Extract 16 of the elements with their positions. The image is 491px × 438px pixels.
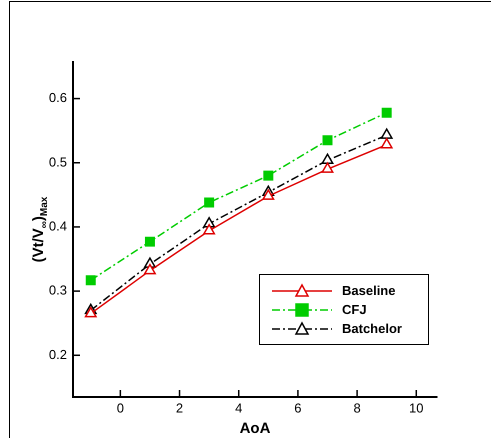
x-tick-label: 4 <box>235 400 242 416</box>
legend-label: Baseline <box>342 283 396 298</box>
legend-label: Batchelor <box>342 321 402 336</box>
y-tick-label: 0.2 <box>48 346 67 362</box>
x-axis-title: AoA <box>240 420 271 438</box>
y-tick-label: 0.5 <box>48 154 67 170</box>
legend-label: CFJ <box>342 302 367 317</box>
x-tick-label: 0 <box>116 400 124 416</box>
x-tick-label: 2 <box>176 400 184 416</box>
y-axis-title: (Vt/V∞)Max <box>30 196 50 262</box>
y-tick-label: 0.6 <box>48 90 67 106</box>
x-tick-label: 8 <box>353 400 361 416</box>
x-tick-label: 6 <box>294 400 302 416</box>
x-tick-label: 10 <box>409 400 424 416</box>
y-tick-label: 0.4 <box>48 218 67 234</box>
y-tick-label: 0.3 <box>48 282 67 298</box>
